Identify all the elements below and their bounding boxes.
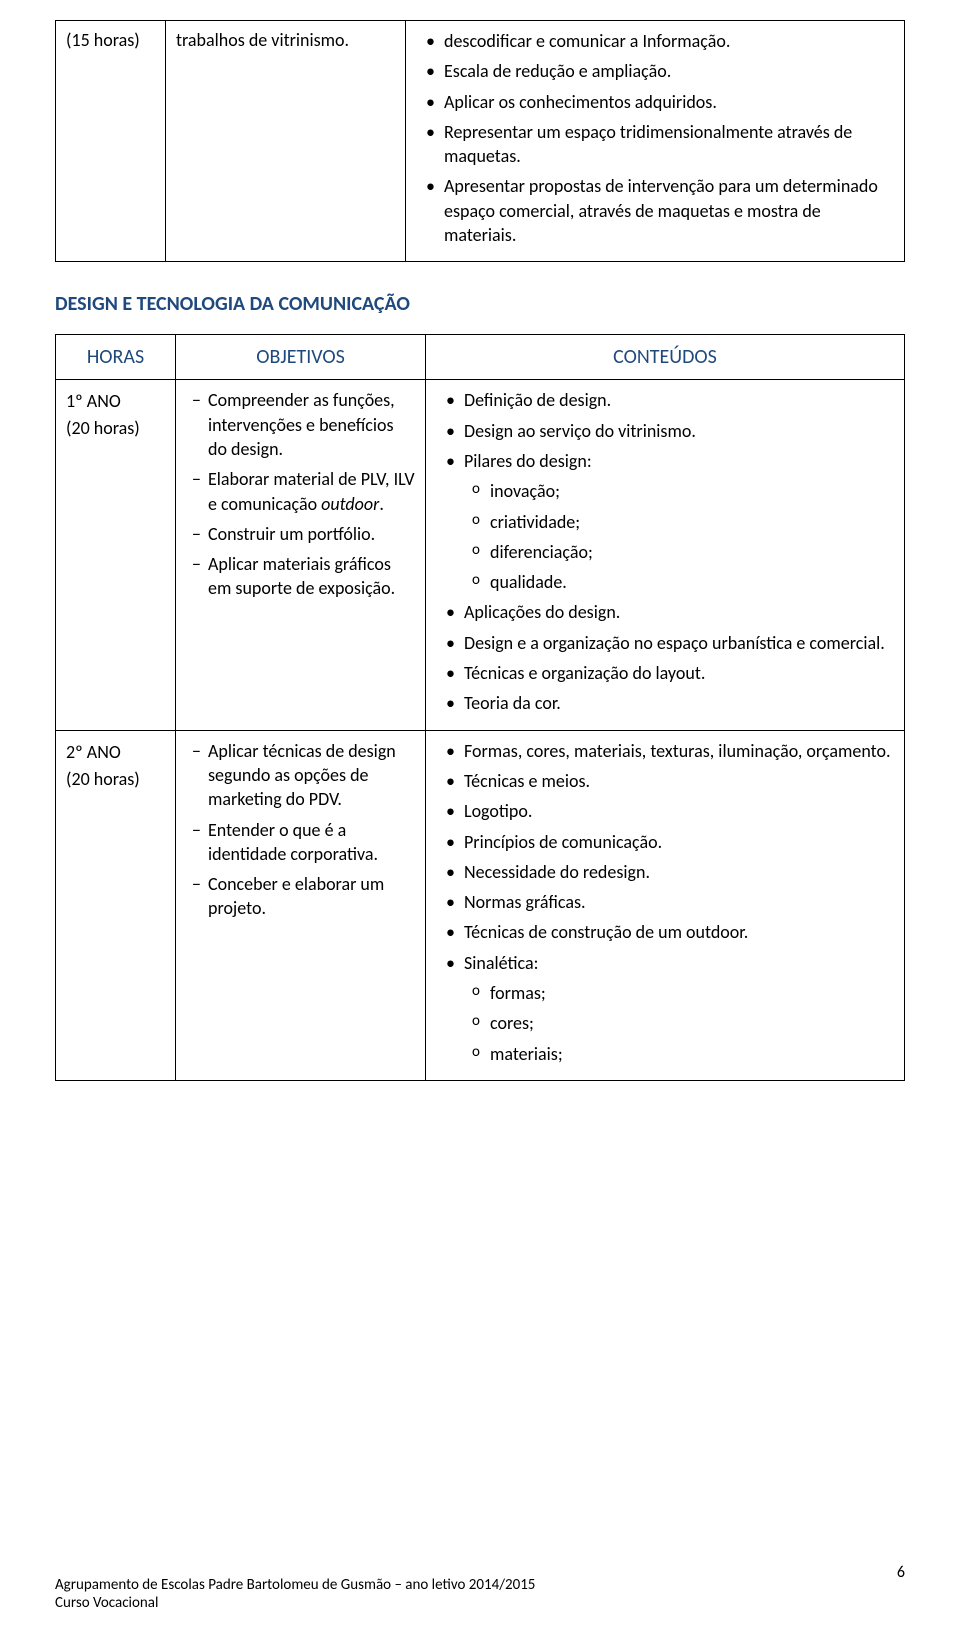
table-row: 1º ANO (20 horas) Compreender as funções… (56, 380, 905, 730)
table-row: (15 horas) trabalhos de vitrinismo. desc… (56, 21, 905, 262)
section-title: DESIGN E TECNOLOGIA DA COMUNICAÇÃO (55, 292, 905, 316)
list-item: Design e a organização no espaço urbanís… (436, 631, 894, 655)
list-item: Construir um portfólio. (186, 522, 415, 546)
list-item: Aplicações do design. (436, 600, 894, 624)
cell-conteudos-2: Formas, cores, materiais, texturas, ilum… (426, 730, 905, 1080)
list-item: materiais; (464, 1042, 894, 1066)
cell-topic: trabalhos de vitrinismo. (166, 21, 406, 262)
list-item: Compreender as funções, intervenções e b… (186, 388, 415, 461)
year-label: 1º ANO (66, 388, 165, 415)
list-item: qualidade. (464, 570, 894, 594)
list-item: Teoria da cor. (436, 691, 894, 715)
cell-objetivos-1: Compreender as funções, intervenções e b… (176, 380, 426, 730)
list-item: Design ao serviço do vitrinismo. (436, 419, 894, 443)
footer-line-1: Agrupamento de Escolas Padre Bartolomeu … (55, 1576, 905, 1594)
list-item: Entender o que é a identidade corporativ… (186, 818, 415, 867)
bullet-list: Definição de design. Design ao serviço do… (436, 388, 894, 715)
list-item: Formas, cores, materiais, texturas, ilum… (436, 739, 894, 763)
sub-list: inovação; criatividade; diferenciação; qual… (464, 479, 894, 594)
list-item: Aplicar os conhecimentos adquiridos. (416, 90, 894, 114)
page-footer: Agrupamento de Escolas Padre Bartolomeu … (55, 1576, 905, 1612)
list-item: Definição de design. (436, 388, 894, 412)
list-item: Representar um espaço tridimensionalment… (416, 120, 894, 169)
list-item: criatividade; (464, 510, 894, 534)
list-item: formas; (464, 981, 894, 1005)
list-item: inovação; (464, 479, 894, 503)
list-item: cores; (464, 1011, 894, 1035)
list-item: Técnicas e organização do layout. (436, 661, 894, 685)
list-item: Conceber e elaborar um projeto. (186, 872, 415, 921)
table-row: 2º ANO (20 horas) Aplicar técnicas de de… (56, 730, 905, 1080)
year-label: 2º ANO (66, 739, 165, 766)
dash-list: Aplicar técnicas de design segundo as op… (186, 739, 415, 921)
table-header-row: HORAS OBJETIVOS CONTEÚDOS (56, 335, 905, 380)
footer-line-2: Curso Vocacional (55, 1594, 905, 1612)
cell-objetivos-2: Aplicar técnicas de design segundo as op… (176, 730, 426, 1080)
table-main: HORAS OBJETIVOS CONTEÚDOS 1º ANO (20 hor… (55, 334, 905, 1081)
list-item: Necessidade do redesign. (436, 860, 894, 884)
bullet-list: descodificar e comunicar a Informação. Es… (416, 29, 894, 247)
list-item: descodificar e comunicar a Informação. (416, 29, 894, 53)
list-item: Pilares do design:inovação;criatividade;… (436, 449, 894, 594)
cell-conteudos-1: Definição de design. Design ao serviço do… (426, 380, 905, 730)
cell-hours: (15 horas) (56, 21, 166, 262)
dash-list: Compreender as funções, intervenções e b… (186, 388, 415, 600)
list-item: Logotipo. (436, 799, 894, 823)
list-item: Sinalética:formas;cores;materiais; (436, 951, 894, 1066)
list-item: Técnicas de construção de um outdoor. (436, 920, 894, 944)
cell-contents: descodificar e comunicar a Informação. Es… (406, 21, 905, 262)
hours-label: (20 horas) (66, 766, 165, 793)
bullet-list: Formas, cores, materiais, texturas, ilum… (436, 739, 894, 1066)
cell-year-1: 1º ANO (20 horas) (56, 380, 176, 730)
list-item: diferenciação; (464, 540, 894, 564)
list-item: Princípios de comunicação. (436, 830, 894, 854)
list-item: Técnicas e meios. (436, 769, 894, 793)
table-top: (15 horas) trabalhos de vitrinismo. desc… (55, 20, 905, 262)
sub-list: formas; cores; materiais; (464, 981, 894, 1066)
list-item: Apresentar propostas de intervenção para… (416, 174, 894, 247)
page-number: 6 (897, 1563, 905, 1582)
italic-text: outdoor (321, 493, 379, 515)
header-conteudos: CONTEÚDOS (426, 335, 905, 380)
hours-label: (20 horas) (66, 415, 165, 442)
cell-year-2: 2º ANO (20 horas) (56, 730, 176, 1080)
list-item: Normas gráficas. (436, 890, 894, 914)
header-horas: HORAS (56, 335, 176, 380)
list-item: Elaborar material de PLV, ILV e comunica… (186, 467, 415, 516)
header-objetivos: OBJETIVOS (176, 335, 426, 380)
list-item: Aplicar técnicas de design segundo as op… (186, 739, 415, 812)
list-item: Escala de redução e ampliação. (416, 59, 894, 83)
list-item: Aplicar materiais gráficos em suporte de… (186, 552, 415, 601)
